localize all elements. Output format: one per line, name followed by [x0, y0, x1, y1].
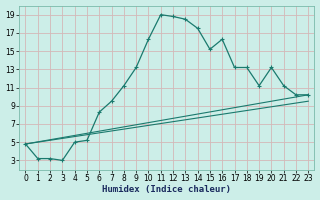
- X-axis label: Humidex (Indice chaleur): Humidex (Indice chaleur): [102, 185, 231, 194]
